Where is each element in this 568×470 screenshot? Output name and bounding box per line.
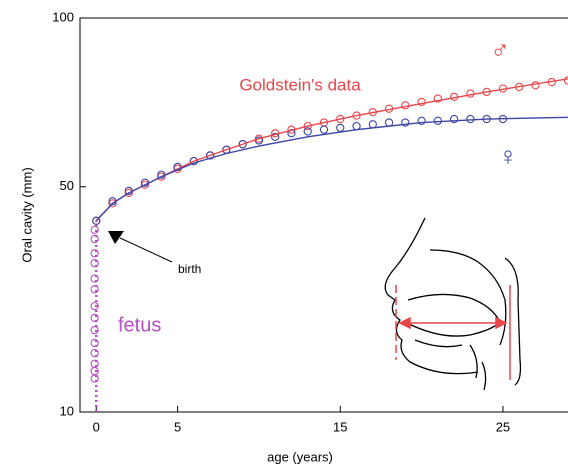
x-tick-label: 25 [496, 419, 510, 434]
length-indicator [396, 285, 510, 380]
annotation: birth [178, 262, 201, 276]
x-tick-label: 0 [93, 419, 100, 434]
annotation: ♀ [498, 141, 518, 171]
annotation: fetus [118, 314, 161, 336]
data-point [337, 124, 344, 131]
y-tick-label: 100 [52, 9, 74, 24]
annotation: ♂ [490, 35, 510, 65]
birth-arrow [120, 238, 172, 262]
y-axis-label: Oral cavity (mm) [19, 167, 34, 262]
data-point [91, 226, 98, 233]
chart: Oral cavity (mm) age (years) Goldstein's… [0, 0, 568, 470]
birth-marker [108, 231, 124, 244]
x-axis-label: age (years) [267, 449, 333, 464]
data-point [304, 128, 311, 135]
data-point [434, 117, 441, 124]
data-point [532, 82, 539, 89]
fit-line [96, 117, 568, 220]
data-point [369, 121, 376, 128]
y-tick-label: 50 [60, 178, 74, 193]
x-tick-label: 5 [174, 419, 181, 434]
head-illustration [385, 218, 520, 390]
data-point [564, 77, 568, 84]
x-tick-label: 15 [333, 419, 347, 434]
data-point [467, 115, 474, 122]
data-point [353, 122, 360, 129]
data-point [467, 90, 474, 97]
annotation: Goldstein's data [239, 75, 361, 94]
data-point [402, 102, 409, 109]
y-tick-label: 10 [60, 403, 74, 418]
fit-line [96, 79, 568, 221]
data-point [385, 119, 392, 126]
data-point [320, 126, 327, 133]
